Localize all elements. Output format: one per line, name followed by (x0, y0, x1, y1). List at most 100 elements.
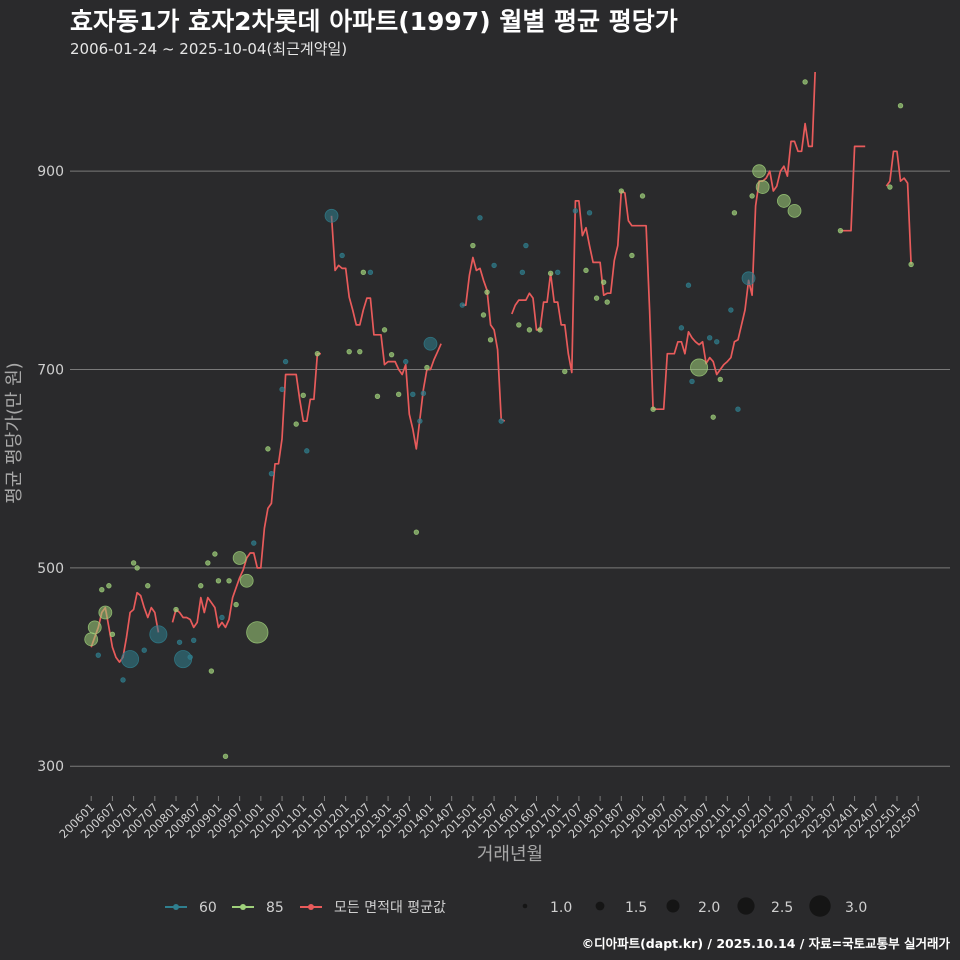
point-85 (717, 376, 723, 383)
point-60 (410, 391, 416, 398)
point-85 (629, 252, 635, 259)
point-60 (423, 336, 438, 351)
chart-subtitle: 2006-01-24 ~ 2025-10-04(최근계약일) (70, 40, 348, 58)
point-85 (246, 621, 269, 644)
average-line-segment (171, 352, 321, 629)
point-85 (516, 322, 522, 328)
point-60 (176, 639, 183, 645)
point-85 (526, 327, 533, 333)
point-60 (190, 637, 197, 643)
point-60 (324, 208, 339, 223)
point-60 (219, 614, 225, 621)
point-85 (395, 391, 402, 398)
legend-size-label: 1.5 (625, 900, 647, 916)
point-85 (233, 601, 239, 608)
point-85 (360, 269, 367, 276)
y-tick-label: 900 (37, 164, 64, 180)
point-60 (714, 339, 720, 345)
point-85 (755, 180, 770, 194)
point-85 (710, 414, 716, 420)
average-line-segment (462, 256, 506, 422)
average-line-segment (840, 145, 866, 232)
legend-size-label: 3.0 (845, 900, 867, 916)
legend-size-marker (737, 897, 755, 915)
point-85 (226, 578, 232, 584)
point-85 (562, 368, 568, 375)
point-60 (741, 271, 756, 286)
point-60 (282, 358, 289, 365)
point-85 (484, 289, 490, 295)
point-85 (639, 193, 646, 199)
point-60 (572, 208, 579, 214)
point-85 (424, 364, 430, 371)
y-tick-label: 700 (37, 363, 64, 379)
point-85 (690, 358, 709, 377)
point-85 (487, 337, 494, 343)
point-85 (314, 350, 321, 357)
point-60 (420, 390, 427, 397)
point-60 (735, 406, 741, 412)
point-85 (908, 261, 914, 268)
point-85 (926, 60, 931, 65)
average-line (90, 72, 912, 663)
legend-marker-60 (173, 904, 179, 910)
point-85 (265, 446, 271, 452)
point-85 (413, 529, 420, 535)
point-85 (381, 327, 388, 333)
point-85 (787, 203, 802, 218)
point-85 (752, 164, 767, 179)
point-85 (537, 327, 543, 333)
point-85 (593, 295, 600, 301)
point-85 (98, 605, 113, 620)
point-85 (802, 79, 808, 85)
legend-label-85: 85 (266, 900, 284, 916)
point-85 (198, 583, 204, 589)
point-60 (268, 470, 275, 477)
point-85 (731, 210, 738, 216)
point-85 (145, 583, 151, 589)
point-60 (149, 625, 168, 644)
legend-size-label: 1.0 (550, 900, 572, 916)
point-60 (689, 378, 695, 385)
point-60 (555, 269, 561, 276)
point-60 (519, 269, 526, 276)
point-60 (95, 652, 101, 658)
point-60 (678, 325, 685, 331)
point-85 (109, 631, 116, 638)
point-85 (173, 606, 179, 613)
point-60 (417, 418, 423, 424)
point-85 (600, 279, 607, 285)
point-85 (776, 194, 791, 208)
point-85 (205, 560, 211, 566)
point-85 (215, 578, 222, 584)
point-60 (685, 282, 692, 288)
point-85 (212, 551, 218, 557)
transaction-points (84, 60, 931, 760)
point-60 (304, 448, 310, 454)
point-85 (480, 312, 487, 318)
point-60 (477, 215, 483, 221)
x-axis-label: 거래년월 (477, 844, 543, 865)
point-85 (837, 227, 844, 234)
legend-size-marker (595, 901, 605, 911)
x-tick-labels: 2006012006072007012007072008012008072009… (56, 796, 924, 841)
point-60 (279, 386, 285, 393)
legend-size-marker (666, 899, 680, 913)
point-85 (547, 270, 554, 277)
point-85 (388, 351, 395, 358)
point-60 (121, 650, 140, 669)
point-85 (208, 668, 215, 674)
legend-label-60: 60 (199, 900, 217, 916)
point-60 (459, 302, 465, 308)
legend-size-marker (809, 895, 831, 917)
legend-size-label: 2.0 (698, 900, 720, 916)
point-60 (403, 358, 409, 365)
point-60 (498, 418, 504, 424)
point-85 (357, 348, 363, 355)
legend-size-marker (522, 903, 528, 909)
point-85 (897, 103, 904, 109)
point-85 (134, 565, 140, 571)
average-line-segment (330, 215, 442, 450)
point-85 (583, 267, 589, 274)
